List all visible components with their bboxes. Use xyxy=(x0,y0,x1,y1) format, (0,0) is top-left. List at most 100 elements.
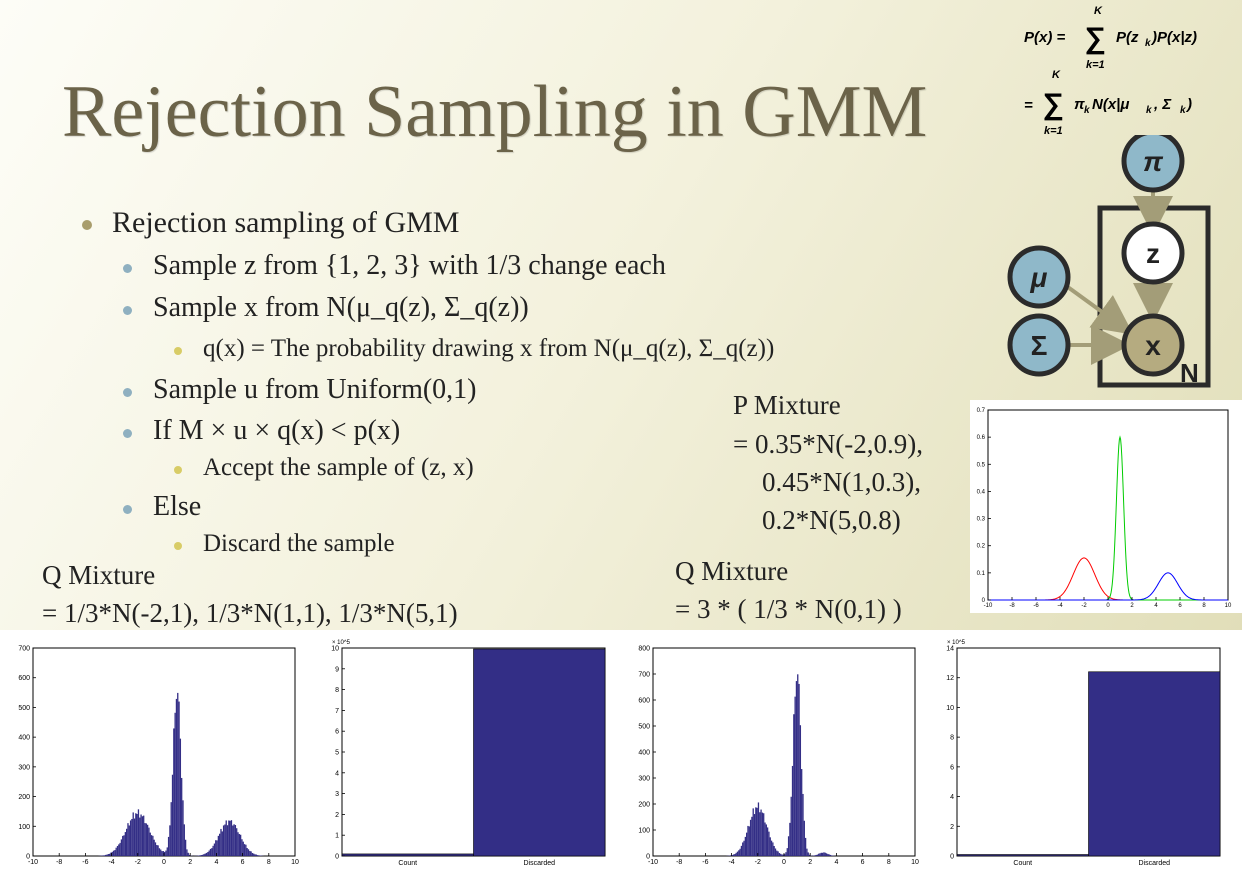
sum-sign-1: ∑ xyxy=(1084,22,1105,55)
hist-bar xyxy=(831,855,833,856)
hist-bar xyxy=(764,822,766,856)
hist-bar xyxy=(251,853,254,856)
hist-bar xyxy=(253,853,255,856)
hist-bar xyxy=(120,839,123,856)
hist-bar xyxy=(829,854,832,856)
hist-bar xyxy=(169,825,171,856)
hist-bar xyxy=(785,852,787,856)
hist-bar xyxy=(802,793,804,856)
node-x: x xyxy=(1121,313,1185,377)
hist-bar xyxy=(108,853,111,856)
hist-bar xyxy=(103,855,106,856)
bullet-main: Rejection sampling of GMM xyxy=(112,206,460,239)
hist-bar xyxy=(803,820,805,856)
hist-bar xyxy=(127,823,129,856)
hist-bar xyxy=(217,835,220,856)
x-tick-label: 2 xyxy=(188,859,192,866)
bullet-dot xyxy=(174,466,182,474)
hist-bar xyxy=(791,765,794,856)
hist-bar xyxy=(753,814,756,856)
x-tick-label: 6 xyxy=(861,859,865,866)
hist-bar xyxy=(136,814,138,856)
x-tick-label: -8 xyxy=(1009,603,1015,609)
hist-bar xyxy=(761,812,764,856)
y-tick-label: 8 xyxy=(950,735,954,742)
p-mixture-line2: 0.45*N(1,0.3), xyxy=(762,467,921,497)
hist-bar xyxy=(205,852,208,856)
hist-bar xyxy=(183,824,185,856)
x-tick-label: 0 xyxy=(782,859,786,866)
svg-text:μ: μ xyxy=(1030,262,1048,293)
y-tick-label: 0 xyxy=(646,854,650,861)
hist-bar xyxy=(118,844,120,856)
sum-lower-2: k=1 xyxy=(1044,125,1063,137)
hist-bar xyxy=(804,837,807,856)
node-pi: π xyxy=(1121,135,1185,193)
y-tick-label: 10 xyxy=(946,705,954,712)
hist-bar xyxy=(744,836,747,856)
x-tick-label: 6 xyxy=(1178,603,1182,609)
node-z: z xyxy=(1121,221,1185,285)
x-tick-label: 2 xyxy=(808,859,812,866)
hist-bar xyxy=(246,848,248,856)
y-tick-label: 0 xyxy=(950,854,954,861)
hist-bar xyxy=(818,853,820,856)
hist-bar xyxy=(208,850,210,856)
hist-bar xyxy=(823,852,825,856)
x-tick-label: 10 xyxy=(1225,603,1232,609)
formula-eq-2: = xyxy=(1024,97,1033,114)
hist-bar xyxy=(207,852,209,856)
hist-bar xyxy=(198,855,200,856)
y-tick-label: 100 xyxy=(18,824,30,831)
x-tick-label: 8 xyxy=(267,859,271,866)
x-tick-label: 6 xyxy=(241,859,245,866)
bullet-dot xyxy=(123,264,132,273)
bullet-accept: Accept the sample of (z, x) xyxy=(203,454,474,481)
hist-bar xyxy=(806,848,808,856)
hist-bar xyxy=(102,855,104,856)
hist-bar xyxy=(149,832,151,856)
y-tick-label: 400 xyxy=(18,735,30,742)
hist-bar xyxy=(819,853,821,856)
hist-bar xyxy=(179,738,182,856)
chart-hist-q2: -10 -8 -6 -4 -2 0 2 4 6 8 100100200300400500600700… xyxy=(638,646,919,867)
bullet-qx: q(x) = The probability drawing x from N(… xyxy=(203,335,775,362)
svg-text:k: k xyxy=(1145,38,1151,49)
bullet-sample-z: Sample z from {1, 2, 3} with 1/3 change … xyxy=(153,250,666,281)
hist-bar xyxy=(182,800,184,856)
hist-bar xyxy=(212,845,214,856)
x-tick-label: -2 xyxy=(755,859,761,866)
y-tick-label: 8 xyxy=(335,687,339,694)
sum-upper-2: K xyxy=(1052,69,1061,81)
hist-bar xyxy=(165,850,167,856)
y-tick-label: 500 xyxy=(18,705,30,712)
y-tick-label: 600 xyxy=(638,698,650,705)
hist-bar xyxy=(808,854,811,856)
x-tick-label: 8 xyxy=(887,859,891,866)
y-tick-label: 0.6 xyxy=(977,435,986,441)
hist-bar xyxy=(219,833,221,856)
hist-bar xyxy=(790,796,792,856)
hist-bar xyxy=(209,848,212,856)
hist-bar xyxy=(236,828,238,856)
plot-frame xyxy=(987,409,1229,601)
hist-bar xyxy=(751,816,753,856)
hist-bar xyxy=(257,855,259,856)
x-tick-label: -6 xyxy=(82,859,88,866)
hist-bar xyxy=(132,812,134,856)
x-tick-label: -4 xyxy=(728,859,734,866)
y-tick-label: 6 xyxy=(950,764,954,771)
bullet-dot xyxy=(123,429,132,438)
hist-bar xyxy=(825,853,828,856)
hist-bar xyxy=(786,848,788,856)
hist-bar xyxy=(146,824,149,856)
svg-text:x: x xyxy=(1145,330,1161,361)
hist-bar xyxy=(144,823,146,856)
count-bar-0 xyxy=(341,853,474,857)
node-sigma: Σ xyxy=(1007,313,1071,377)
formula-svg: P(x) = K ∑ k=1 P(z k )P(x|z) = K ∑ k=1 π… xyxy=(1024,5,1197,137)
y-tick-label: 2 xyxy=(950,824,954,831)
hist-bar xyxy=(749,819,752,856)
hist-bar xyxy=(245,844,247,856)
hist-bar xyxy=(175,698,178,856)
